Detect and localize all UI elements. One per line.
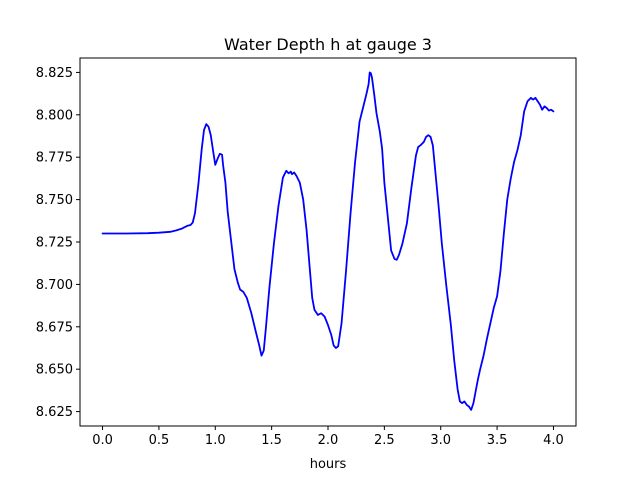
y-tick-label: 8.775	[36, 151, 73, 166]
x-tick-label: 1.0	[205, 433, 226, 448]
series-layer	[101, 71, 555, 411]
x-axis-label: hours	[310, 457, 347, 472]
chart-title: Water Depth h at gauge 3	[224, 35, 432, 54]
x-tick-label: 1.5	[261, 433, 282, 448]
y-tick-label: 8.625	[36, 405, 73, 420]
y-tick-label: 8.825	[36, 66, 73, 81]
y-tick-label: 8.650	[36, 363, 73, 378]
x-tick-label: 0.0	[92, 433, 113, 448]
axes-frame	[79, 57, 577, 427]
x-tick-label: 0.5	[149, 433, 170, 448]
series-line-0	[101, 71, 555, 411]
y-axis: 8.625 8.650 8.675 8.700 8.725 8.750 8.775 8.800…	[36, 66, 80, 420]
y-tick-label: 8.700	[36, 278, 73, 293]
x-tick-label: 2.5	[374, 433, 395, 448]
y-tick-label: 8.750	[36, 193, 73, 208]
y-tick-label: 8.725	[36, 236, 73, 251]
y-tick-label: 8.675	[36, 320, 73, 335]
x-axis: 0.0 0.5 1.0 1.5 2.0 2.5 3.0 3.5 4.0	[92, 426, 564, 448]
x-tick-label: 2.0	[318, 433, 339, 448]
plot-area: 0.0 0.5 1.0 1.5 2.0 2.5 3.0 3.5 4.0 8.6258.6508.…	[36, 57, 577, 448]
x-tick-label: 4.0	[543, 433, 564, 448]
y-tick-label: 8.800	[36, 108, 73, 123]
x-tick-label: 3.0	[430, 433, 451, 448]
x-tick-label: 3.5	[487, 433, 508, 448]
